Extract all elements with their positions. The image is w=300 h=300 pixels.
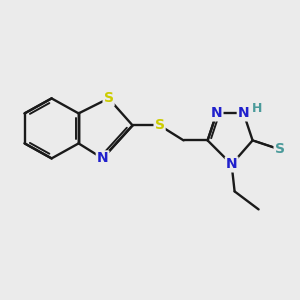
Text: H: H (252, 102, 262, 116)
Text: S: S (274, 142, 285, 156)
Text: N: N (211, 106, 222, 120)
Text: N: N (226, 158, 237, 171)
Text: S: S (154, 118, 165, 132)
Text: N: N (238, 106, 249, 120)
Text: N: N (97, 152, 108, 165)
Text: S: S (103, 92, 114, 105)
